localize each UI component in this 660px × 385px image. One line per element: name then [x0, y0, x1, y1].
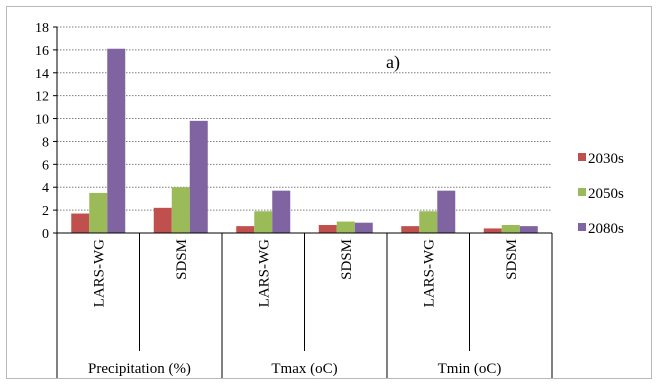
bar-2050s: [254, 211, 273, 233]
y-tick-label: 18: [35, 21, 49, 36]
y-tick-label: 16: [35, 44, 49, 59]
bars: [71, 48, 538, 233]
legend-label-2080s: 2080s: [588, 221, 624, 237]
y-tick-label: 12: [35, 90, 49, 105]
chart-annotation: a): [386, 52, 400, 73]
y-tick-label: 4: [42, 181, 49, 196]
bar-2080s: [354, 222, 373, 233]
y-tick-label: 0: [42, 227, 49, 242]
bar-2030s: [71, 213, 90, 233]
bar-2080s: [519, 226, 538, 233]
axis-labels: 0 2 4 6 8 10 12 14 16 18 LARS-WG SDSM LARS-WG SDSM LAR…: [35, 21, 520, 377]
bar-2030s: [483, 228, 502, 233]
y-tick-label: 14: [35, 67, 49, 82]
gridlines: [57, 26, 552, 211]
y-tick-label: 10: [35, 113, 49, 128]
y-tick-label: 2: [42, 204, 49, 219]
category-label: SDSM: [339, 239, 355, 280]
bar-2080s: [189, 120, 208, 233]
legend: 2030s 2050s 2080s: [578, 151, 624, 237]
group-label: Tmax (oC): [271, 361, 337, 377]
bar-2030s: [153, 207, 172, 233]
category-label: LARS-WG: [421, 239, 437, 307]
bar-2030s: [318, 224, 337, 233]
bar-2050s: [419, 211, 438, 233]
bar-2030s: [236, 226, 255, 233]
bar-2050s: [501, 224, 520, 233]
bar-2050s: [89, 192, 108, 233]
category-label: SDSM: [174, 239, 190, 280]
legend-swatch-2050s: [578, 188, 586, 196]
bar-2080s: [437, 190, 456, 233]
bar-2030s: [401, 226, 420, 233]
bar-2080s: [107, 48, 126, 233]
group-label: Tmin (oC): [438, 361, 502, 377]
category-label: SDSM: [504, 239, 520, 280]
bar-2080s: [272, 190, 291, 233]
bar-2050s: [171, 187, 190, 233]
group-label: Precipitation (%): [88, 361, 191, 377]
y-tick-label: 6: [42, 158, 49, 173]
category-label: LARS-WG: [91, 239, 107, 307]
legend-label-2050s: 2050s: [588, 186, 624, 202]
legend-swatch-2080s: [578, 223, 586, 231]
category-label: LARS-WG: [256, 239, 272, 307]
axes: [53, 26, 553, 378]
legend-label-2030s: 2030s: [588, 151, 624, 167]
y-tick-label: 8: [42, 135, 49, 150]
bar-2050s: [336, 221, 355, 233]
legend-swatch-2030s: [578, 153, 586, 161]
